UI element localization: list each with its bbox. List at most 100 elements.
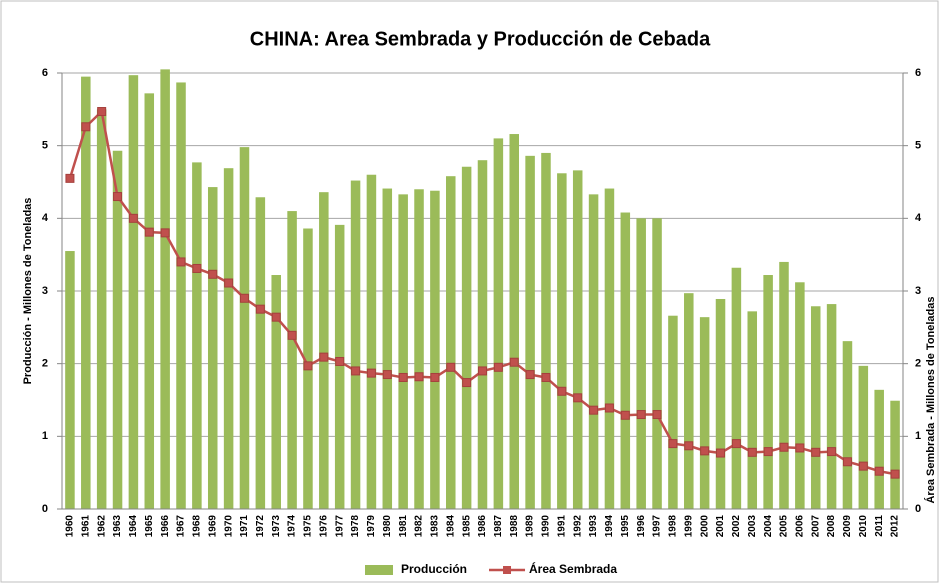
marker: [589, 405, 599, 415]
marker: [509, 357, 519, 367]
bar: [366, 174, 377, 509]
marker: [620, 410, 630, 420]
bar: [810, 306, 821, 509]
x-tick-label: 1966: [160, 515, 171, 538]
legend-label: Producción: [401, 562, 467, 576]
y2-tick-label: 0: [915, 503, 921, 515]
bar: [160, 69, 170, 509]
x-tick-label: 1964: [128, 515, 139, 538]
x-tick-label: 1969: [207, 515, 218, 538]
x-tick-label: 2012: [890, 515, 901, 538]
y-tick-label: 5: [42, 140, 48, 152]
bar: [620, 212, 631, 509]
x-tick-label: 1977: [334, 515, 345, 538]
x-tick-label: 1989: [525, 515, 536, 538]
marker: [176, 257, 186, 267]
bar: [858, 365, 869, 509]
x-tick-label: 1981: [398, 515, 409, 538]
x-tick-label: 2001: [715, 515, 726, 538]
bar: [255, 197, 266, 509]
bar: [461, 166, 472, 510]
bar: [144, 93, 155, 509]
x-tick-label: 2009: [842, 515, 853, 538]
marker: [398, 372, 408, 382]
chart-title: CHINA: Area Sembrada y Producción de Ceb…: [250, 28, 711, 50]
marker: [192, 263, 202, 273]
bar: [652, 218, 662, 510]
marker: [446, 362, 456, 372]
y-tick-label: 3: [42, 285, 48, 297]
marker: [890, 469, 900, 479]
bar: [715, 298, 726, 509]
marker: [208, 269, 218, 279]
bar: [731, 267, 742, 509]
x-tick-label: 1978: [350, 515, 361, 538]
x-tick-label: 1971: [239, 515, 250, 538]
bar: [842, 341, 853, 509]
bar: [112, 150, 123, 509]
bar: [525, 155, 535, 509]
bar: [81, 76, 91, 509]
legend-label: Área Sembrada: [529, 561, 617, 576]
bar: [382, 188, 393, 510]
bar: [890, 400, 900, 509]
x-tick-label: 1995: [620, 515, 631, 538]
marker: [65, 173, 75, 183]
marker: [842, 457, 852, 467]
marker: [128, 213, 138, 223]
y2-axis-label: Área Sembrada - Millones de Toneladas: [924, 296, 937, 503]
bar: [763, 275, 773, 509]
marker: [271, 312, 281, 322]
marker: [287, 330, 297, 340]
marker: [351, 366, 361, 376]
x-tick-label: 2000: [699, 515, 710, 538]
x-tick-label: 1975: [303, 515, 314, 538]
marker: [557, 386, 567, 396]
bar: [826, 304, 837, 509]
bar: [541, 152, 551, 509]
marker: [827, 447, 837, 457]
bar: [239, 147, 250, 509]
y-axis-label: Producción - Millones de Toneladas: [22, 198, 34, 385]
x-tick-label: 1993: [588, 515, 599, 538]
x-tick-label: 1961: [80, 515, 91, 538]
marker: [700, 446, 710, 456]
marker: [97, 107, 107, 117]
x-tick-label: 1983: [430, 515, 441, 538]
bar: [319, 192, 329, 509]
x-tick-label: 1963: [112, 515, 123, 538]
marker: [414, 372, 424, 382]
marker: [684, 441, 694, 451]
x-tick-label: 1990: [541, 515, 552, 538]
x-tick-label: 1992: [572, 515, 583, 538]
marker: [716, 448, 726, 458]
x-tick-label: 1967: [176, 515, 187, 538]
bar: [795, 282, 805, 509]
y-tick-label: 4: [42, 212, 49, 224]
marker: [462, 378, 472, 388]
x-tick-label: 1980: [382, 515, 393, 538]
bar: [350, 180, 361, 509]
marker: [668, 439, 678, 449]
bar: [398, 194, 408, 509]
marker: [604, 403, 614, 413]
y2-tick-label: 2: [915, 358, 921, 370]
bar: [414, 189, 424, 509]
bar: [509, 134, 519, 510]
y-tick-label: 6: [42, 67, 48, 79]
y2-tick-label: 1: [915, 430, 921, 442]
marker: [636, 410, 646, 420]
x-tick-label: 1982: [414, 515, 425, 538]
x-tick-label: 1962: [96, 515, 107, 538]
marker: [382, 370, 392, 380]
y2-tick-label: 5: [915, 140, 921, 152]
x-tick-label: 1988: [509, 515, 520, 538]
x-tick-label: 1979: [366, 515, 377, 538]
bar: [223, 168, 234, 509]
bar: [176, 82, 186, 510]
x-tick-label: 1996: [636, 515, 647, 538]
marker: [303, 361, 313, 371]
bar: [287, 211, 297, 510]
x-tick-label: 2003: [747, 515, 758, 538]
bar: [747, 311, 758, 509]
